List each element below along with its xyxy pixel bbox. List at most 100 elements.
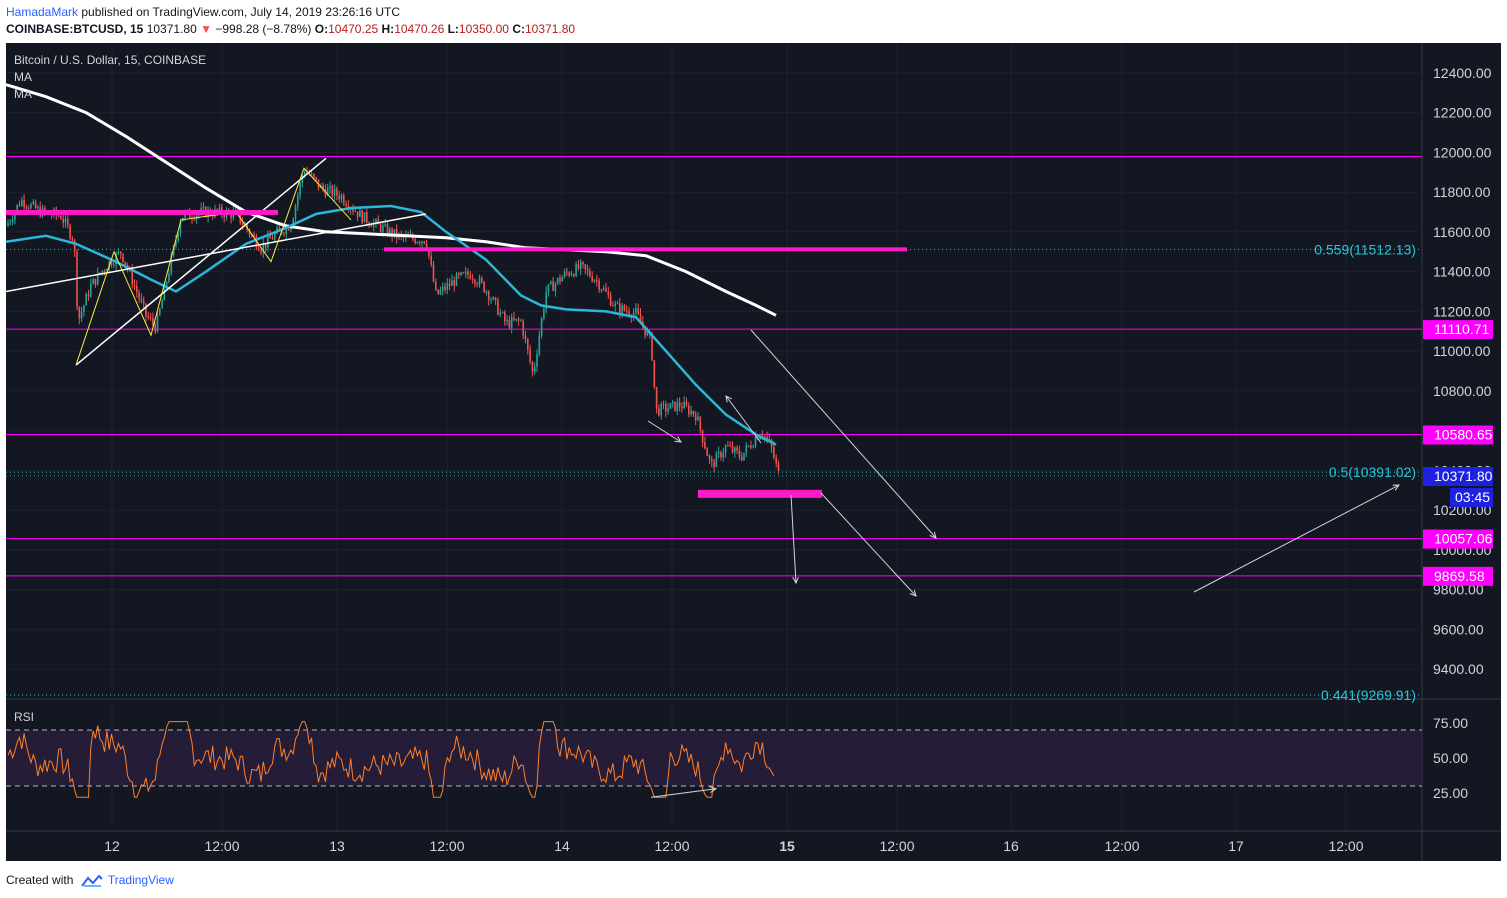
candle-body <box>607 291 610 296</box>
candle-body <box>738 450 741 458</box>
y-tick-label: 12200.00 <box>1433 105 1492 121</box>
candle-body <box>536 354 538 367</box>
y-tick-label: 12000.00 <box>1433 144 1492 160</box>
candle-body <box>644 326 646 336</box>
low-value: 10350.00 <box>458 22 509 36</box>
candle-body <box>313 173 315 178</box>
candle-body <box>175 240 177 246</box>
ma-label-2: MA <box>14 87 32 101</box>
candle-body <box>294 205 297 220</box>
candle-body <box>96 272 99 285</box>
candle-body <box>501 312 504 314</box>
candle-body <box>584 264 587 269</box>
candle-body <box>570 274 573 276</box>
candle-body <box>241 222 244 225</box>
y-tick-label: 9400.00 <box>1433 661 1484 677</box>
publish-info: HamadaMark published on TradingView.com,… <box>6 5 400 19</box>
candle-body <box>683 401 685 409</box>
y-tick-label: 11600.00 <box>1433 224 1491 240</box>
chart-canvas[interactable]: 0.559(11512.13) 0.5(10391.02) 0.441(9269.9… <box>6 43 1501 861</box>
candle-body <box>616 303 619 305</box>
candle-body <box>177 233 179 241</box>
candle-body <box>283 233 285 235</box>
level-label-bg <box>1423 425 1493 445</box>
candle-body <box>416 242 419 244</box>
candle-body <box>274 233 276 240</box>
fib-level-label: 0.441(9269.91) <box>1321 687 1416 703</box>
candle-body <box>504 312 506 322</box>
candle-body <box>421 241 423 244</box>
candle-body <box>556 277 559 284</box>
candle-body <box>722 452 725 458</box>
level-label-bg <box>1423 566 1493 586</box>
candle-body <box>230 212 232 218</box>
candle-body <box>393 229 396 237</box>
candle-body <box>623 305 626 311</box>
candle-body <box>101 270 104 274</box>
candle-body <box>73 240 76 252</box>
candle-body <box>662 403 665 405</box>
x-tick-label: 15 <box>779 838 795 854</box>
rsi-tick-label: 25.00 <box>1433 785 1468 801</box>
candle-body <box>754 437 757 447</box>
level-label: 10057.06 <box>1434 531 1493 547</box>
candle-body <box>149 317 152 319</box>
candle-body <box>87 294 90 297</box>
candle-body <box>637 308 639 314</box>
candle-body <box>333 188 336 196</box>
price-grid <box>6 43 1422 831</box>
symbol-label: COINBASE:BTCUSD, 15 <box>6 22 144 36</box>
candle-body <box>752 446 754 448</box>
current-price-bg <box>1423 466 1493 486</box>
zigzag-pattern <box>75 167 352 366</box>
support-zone <box>698 489 822 498</box>
candle-body <box>140 298 143 301</box>
x-tick-label: 12:00 <box>1104 838 1139 854</box>
footer: Created with TradingView <box>6 873 174 887</box>
last-price: 10371.80 <box>146 22 197 36</box>
ma-fast-line <box>6 204 777 446</box>
candle-body <box>377 219 380 225</box>
candle-body <box>435 281 437 290</box>
candle-body <box>602 288 605 291</box>
x-tick-label: 12 <box>104 838 120 854</box>
candle-body <box>699 416 702 430</box>
candle-body <box>678 402 681 407</box>
tradingview-link[interactable]: TradingView <box>107 873 174 887</box>
candle-body <box>591 276 593 282</box>
channel-lower-line <box>6 213 427 293</box>
candle-body <box>614 303 616 306</box>
candle-body <box>713 461 715 468</box>
published-text: published on TradingView.com, July 14, 2… <box>81 5 401 19</box>
candle-body <box>147 316 150 318</box>
x-tick-label: 12:00 <box>654 838 689 854</box>
x-tick-label: 12:00 <box>1328 838 1363 854</box>
candle-body <box>462 272 465 274</box>
candle-body <box>71 238 74 241</box>
level-label: 10580.65 <box>1434 426 1493 442</box>
projection-arrow <box>1193 485 1399 593</box>
candle-body <box>193 218 196 220</box>
author-link[interactable]: HamadaMark <box>6 5 79 19</box>
candle-body <box>467 271 469 276</box>
candle-body <box>315 177 317 180</box>
candle-body <box>499 312 501 315</box>
close-label: C: <box>512 22 525 36</box>
candle-body <box>469 275 472 279</box>
current-price-label: 10371.80 <box>1434 468 1493 484</box>
level-label-bg <box>1423 529 1493 549</box>
candle-body <box>179 221 182 234</box>
candle-body <box>766 436 768 440</box>
rsi-tick-label: 75.00 <box>1433 715 1468 731</box>
candle-body <box>453 280 455 286</box>
candle-body <box>745 445 748 453</box>
candle-body <box>471 278 474 280</box>
y-tick-label: 11000.00 <box>1433 343 1491 359</box>
candle-body <box>561 277 564 282</box>
candle-body <box>600 289 603 291</box>
projection-arrow <box>750 329 936 538</box>
candle-body <box>554 283 557 291</box>
candle-body <box>64 218 67 223</box>
x-tick-label: 16 <box>1003 838 1019 854</box>
candle-body <box>439 290 442 294</box>
